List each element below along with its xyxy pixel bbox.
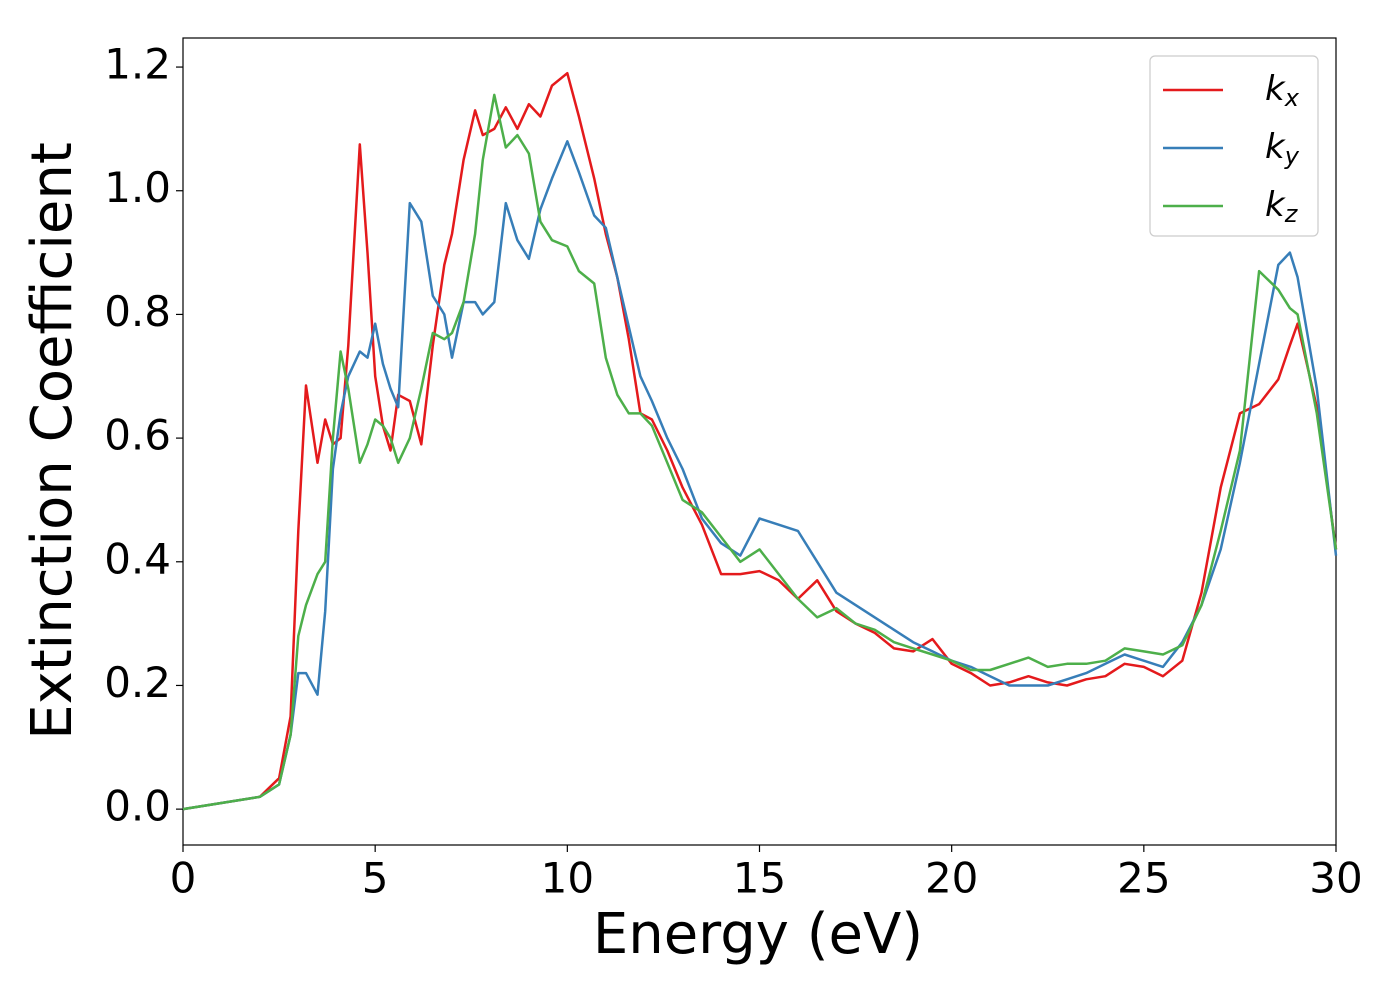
x-tick-label: 0 bbox=[170, 854, 197, 903]
x-axis-label: Energy (eV) bbox=[593, 902, 923, 967]
legend-label: ky bbox=[1265, 127, 1300, 171]
y-tick-label: 0.6 bbox=[104, 411, 171, 460]
y-axis-label: Extinction Coefficient bbox=[20, 142, 85, 740]
x-tick-label: 25 bbox=[1117, 854, 1170, 903]
y-tick-label: 1.2 bbox=[104, 40, 171, 89]
x-tick-label: 15 bbox=[733, 854, 786, 903]
x-tick-label: 30 bbox=[1309, 854, 1362, 903]
y-tick-label: 0.0 bbox=[104, 782, 171, 831]
y-tick-label: 0.2 bbox=[104, 658, 171, 707]
legend-box bbox=[1149, 55, 1319, 237]
x-tick-label: 10 bbox=[541, 854, 594, 903]
data-line bbox=[182, 140, 1338, 811]
legend-label: kz bbox=[1265, 185, 1299, 229]
y-tick-label: 0.4 bbox=[104, 534, 171, 583]
legend-label: kx bbox=[1265, 69, 1300, 113]
x-tick-label: 20 bbox=[925, 854, 978, 903]
data-line bbox=[182, 93, 1338, 811]
y-tick-label: 1.0 bbox=[104, 163, 171, 212]
x-tick-label: 5 bbox=[362, 854, 389, 903]
y-tick-label: 0.8 bbox=[104, 287, 171, 336]
data-line bbox=[182, 71, 1338, 811]
